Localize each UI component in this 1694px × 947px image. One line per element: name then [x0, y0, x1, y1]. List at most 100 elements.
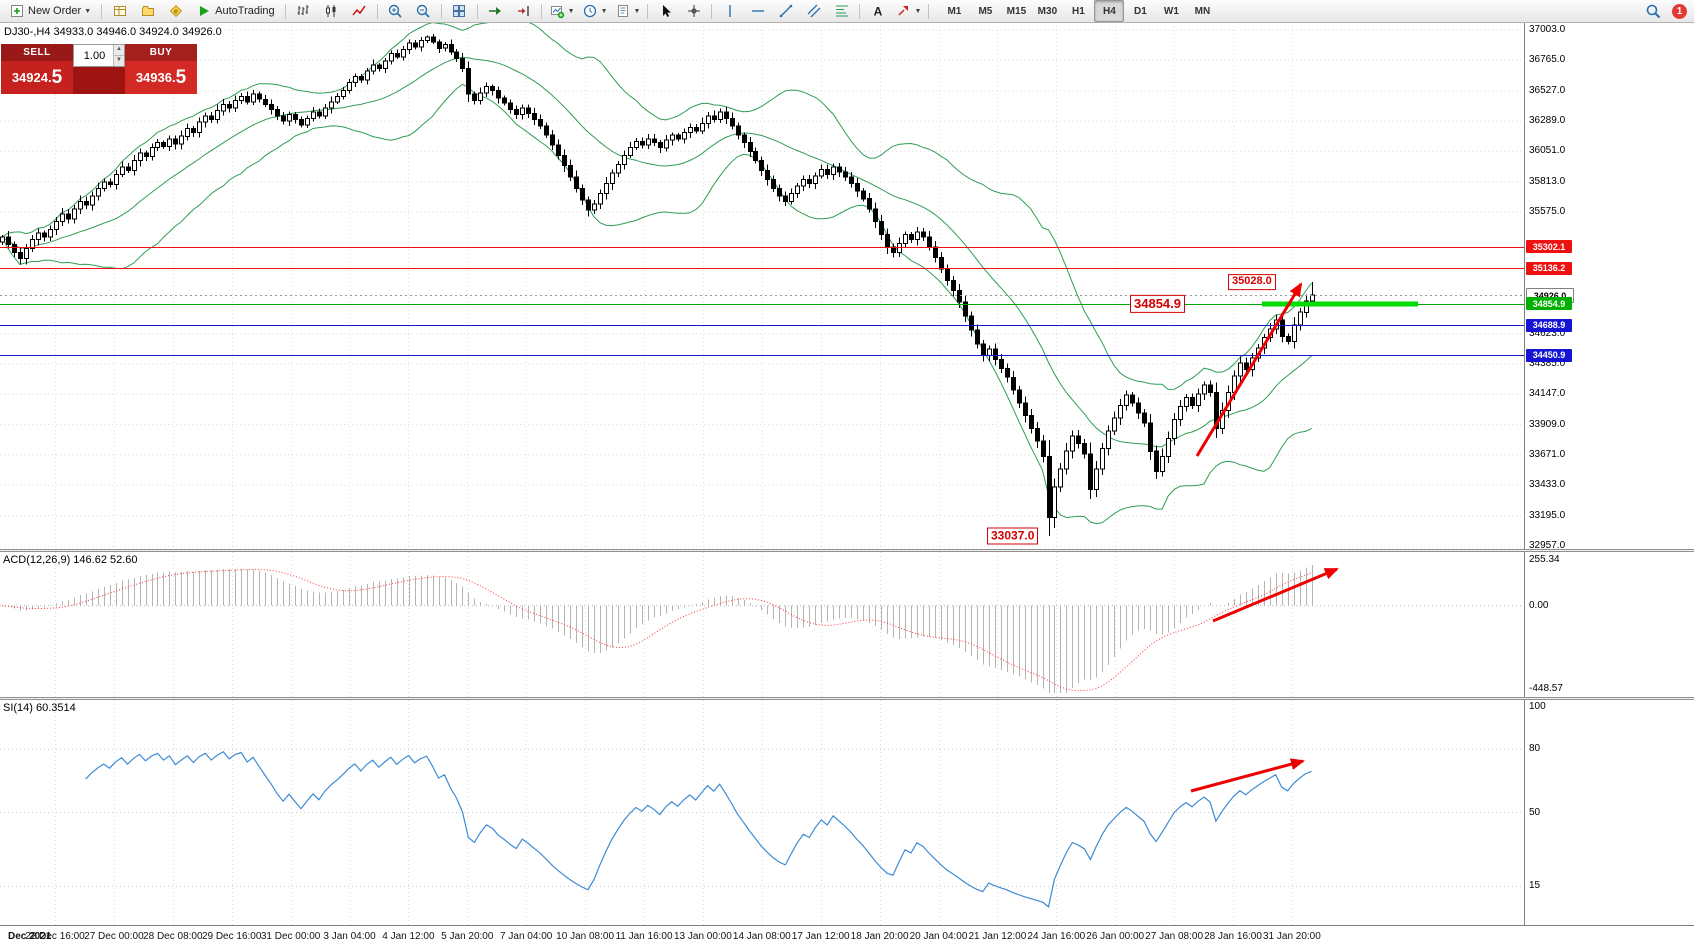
timeframe-m1[interactable]: M1 [947, 5, 962, 17]
price-tick: 37003.0 [1529, 24, 1566, 35]
price-tag: 34450.9 [1526, 348, 1572, 362]
toolbar-separator [711, 3, 713, 19]
sell-price: 34924. 5 [11, 67, 63, 88]
macd-splitter[interactable] [0, 549, 1694, 552]
chart-shift-icon [518, 6, 529, 16]
chevron-down-icon: ▼ [914, 7, 922, 15]
volume-section: ▲ ▼ [73, 44, 125, 94]
price-tick: 33195.0 [1529, 509, 1566, 521]
toolbar-separator [284, 3, 286, 19]
price-tick: 33909.0 [1529, 418, 1566, 430]
price-axis-border [1524, 22, 1525, 925]
order-icon [11, 5, 23, 17]
main-toolbar: New Order ▼ e AutoTrading ▼ ▼ ▼ A ▼ M1 M5 M15 M30 H1 H… [0, 0, 1694, 23]
trendline-icon [779, 4, 793, 18]
macd-canvas[interactable] [0, 552, 1524, 697]
chart-shift-button[interactable] [510, 0, 537, 22]
trendline-button[interactable] [772, 0, 799, 22]
period-cycle-button[interactable]: ▼ [579, 0, 611, 22]
time-tick: 31 Jan 20:00 [1262, 931, 1321, 942]
zoom-in-button[interactable] [382, 0, 409, 22]
timeframe-group: M1 M5 M15 M30 H1 H4 D1 W1 MN [939, 0, 1217, 22]
timeframe-h4[interactable]: H4 [1094, 0, 1125, 22]
zoom-out-button[interactable] [410, 0, 437, 22]
price-annotation[interactable]: 33037.0 [987, 527, 1039, 545]
metaeditor-button[interactable]: e [162, 0, 189, 22]
autotrading-button-label: AutoTrading [215, 5, 275, 17]
volume-decrease-button[interactable]: ▼ [113, 55, 124, 66]
tile-windows-button[interactable] [446, 0, 473, 22]
buy-label: BUY [125, 44, 197, 61]
channel-icon [807, 4, 821, 18]
arrows-button[interactable]: ▼ [892, 0, 924, 22]
time-tick: 4 Jan 12:00 [382, 931, 435, 942]
template-icon [617, 5, 628, 17]
text-icon: A [874, 5, 883, 19]
vline-icon [729, 5, 731, 17]
time-tick: 3 Jan 04:00 [323, 931, 376, 942]
price-tick: 32957.0 [1529, 540, 1566, 551]
rsi-splitter[interactable] [0, 697, 1694, 700]
time-tick: 14 Jan 08:00 [732, 931, 791, 942]
timeframe-m30[interactable]: M30 [1037, 5, 1058, 17]
price-annotation[interactable]: 35028.0 [1228, 274, 1276, 290]
time-tick: 29 Dec 16:00 [201, 931, 262, 942]
horizontal-line-button[interactable] [744, 0, 771, 22]
time-tick: 28 Jan 16:00 [1204, 931, 1262, 942]
time-tick: 10 Jan 08:00 [556, 931, 615, 942]
templates-button[interactable]: ▼ [612, 0, 644, 22]
time-tick: 26 Jan 00:00 [1086, 931, 1145, 942]
main-chart-canvas[interactable] [0, 22, 1524, 549]
equidistant-channel-button[interactable] [800, 0, 827, 22]
time-tick: Dec 2021 [8, 931, 52, 942]
timeframe-m15[interactable]: M15 [1006, 5, 1027, 17]
rsi-scale-80: 80 [1529, 743, 1541, 755]
text-label-button[interactable]: A [864, 0, 891, 22]
price-tick: 36289.0 [1529, 115, 1566, 127]
macd-scale-zero: 0.00 [1529, 599, 1549, 611]
bar-chart-icon [297, 5, 309, 15]
new-chart-button[interactable]: ▼ [546, 0, 578, 22]
timeframe-h1[interactable]: H1 [1072, 5, 1085, 17]
sell-label: SELL [1, 44, 73, 61]
timeframe-m5[interactable]: M5 [978, 5, 993, 17]
navigator-button[interactable] [134, 0, 161, 22]
new-order-button[interactable]: New Order ▼ [3, 0, 97, 22]
rsi-canvas[interactable] [0, 700, 1524, 925]
toolbar-separator [476, 3, 478, 19]
auto-scroll-button[interactable] [482, 0, 509, 22]
candlestick-chart-button[interactable] [318, 0, 345, 22]
tile-windows-icon [453, 5, 466, 17]
market-watch-button[interactable] [106, 0, 133, 22]
vertical-line-button[interactable] [716, 0, 743, 22]
arrow-icon [898, 6, 909, 16]
price-tag: 34688.9 [1526, 318, 1572, 332]
hline-icon [751, 10, 764, 12]
price-annotation[interactable]: 34854.9 [1130, 294, 1185, 314]
autotrading-button[interactable]: AutoTrading [190, 0, 281, 22]
timeframe-w1[interactable]: W1 [1163, 5, 1179, 17]
toolbar-separator [647, 3, 649, 19]
search-button[interactable] [1639, 0, 1666, 22]
price-tick: 34385.0 [1529, 357, 1566, 369]
macd-scale-max: 255.34 [1529, 554, 1560, 565]
timeframe-d1[interactable]: D1 [1134, 5, 1147, 17]
crosshair-button[interactable] [680, 0, 707, 22]
line-chart-button[interactable] [346, 0, 373, 22]
timeframe-mn[interactable]: MN [1194, 5, 1211, 17]
cursor-button[interactable] [652, 0, 679, 22]
time-tick: 31 Dec 00:00 [260, 931, 321, 942]
fibonacci-button[interactable] [828, 0, 855, 22]
bar-chart-button[interactable] [290, 0, 317, 22]
clock-icon [583, 4, 596, 18]
volume-input[interactable] [74, 49, 124, 62]
toolbar-separator [540, 3, 542, 19]
notification-badge[interactable]: 1 [1672, 3, 1687, 19]
cursor-icon [662, 5, 671, 17]
buy-button[interactable]: BUY 34936. 5 [125, 44, 197, 94]
zoom-in-icon [388, 4, 402, 18]
toolbar-separator [376, 3, 378, 19]
one-click-trading-panel: SELL 34924.5 ▲ ▼ BUY 34936.5 [1, 44, 197, 94]
sell-button[interactable]: SELL 34924. 5 [1, 44, 73, 94]
volume-increase-button[interactable]: ▲ [113, 45, 124, 55]
